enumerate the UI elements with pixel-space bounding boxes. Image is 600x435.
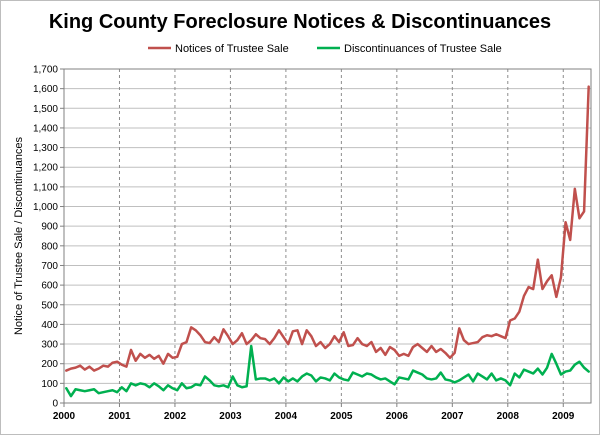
y-tick-label: 1,300 bbox=[33, 143, 58, 154]
x-tick-label: 2008 bbox=[497, 411, 520, 422]
y-tick-label: 800 bbox=[41, 241, 58, 252]
axes bbox=[60, 68, 592, 407]
y-tick-label: 1,700 bbox=[33, 65, 58, 76]
y-tick-label: 1,000 bbox=[33, 202, 58, 213]
y-tick-label: 900 bbox=[41, 222, 58, 233]
y-tick-label: 700 bbox=[41, 261, 58, 272]
x-tick-label: 2002 bbox=[164, 411, 187, 422]
x-tick-label: 2000 bbox=[53, 411, 76, 422]
y-tick-label: 300 bbox=[41, 340, 58, 351]
y-axis-label: Notice of Trustee Sale / Discontinuances bbox=[13, 136, 25, 335]
chart-title: King County Foreclosure Notices & Discon… bbox=[49, 11, 551, 33]
series-lines bbox=[65, 85, 590, 398]
x-tick-label: 2009 bbox=[552, 411, 575, 422]
x-tick-label: 2006 bbox=[386, 411, 409, 422]
y-tick-label: 1,200 bbox=[33, 163, 58, 174]
series-line-discontinuances bbox=[65, 344, 590, 398]
legend-label-discontinuances: Discontinuances of Trustee Sale bbox=[344, 43, 502, 55]
y-tick-label: 0 bbox=[52, 399, 58, 410]
x-tick-label: 2003 bbox=[219, 411, 242, 422]
x-tick-labels: 2000 2001 2002 2003 2004 2005 2006 2007 2008 2009 bbox=[53, 411, 575, 422]
y-tick-label: 600 bbox=[41, 281, 58, 292]
y-tick-label: 200 bbox=[41, 359, 58, 370]
legend: Notices of Trustee Sale Discontinuances … bbox=[148, 43, 502, 55]
x-tick-label: 2001 bbox=[108, 411, 131, 422]
legend-label-notices: Notices of Trustee Sale bbox=[175, 43, 289, 55]
y-tick-label: 1,100 bbox=[33, 182, 58, 193]
y-tick-label: 500 bbox=[41, 300, 58, 311]
y-tick-label: 100 bbox=[41, 379, 58, 390]
y-tick-label: 1,500 bbox=[33, 104, 58, 115]
y-tick-labels: 0 100 200 300 400 500 600 700 800 900 1,000 1,100 1,… bbox=[33, 65, 58, 410]
gridlines bbox=[64, 68, 591, 403]
y-tick-label: 1,600 bbox=[33, 84, 58, 95]
x-tick-label: 2007 bbox=[441, 411, 464, 422]
x-tick-label: 2004 bbox=[275, 411, 298, 422]
series-line-notices bbox=[65, 85, 590, 372]
plot-area bbox=[63, 68, 592, 404]
y-tick-label: 1,400 bbox=[33, 123, 58, 134]
x-tick-label: 2005 bbox=[330, 411, 353, 422]
y-tick-label: 400 bbox=[41, 320, 58, 331]
